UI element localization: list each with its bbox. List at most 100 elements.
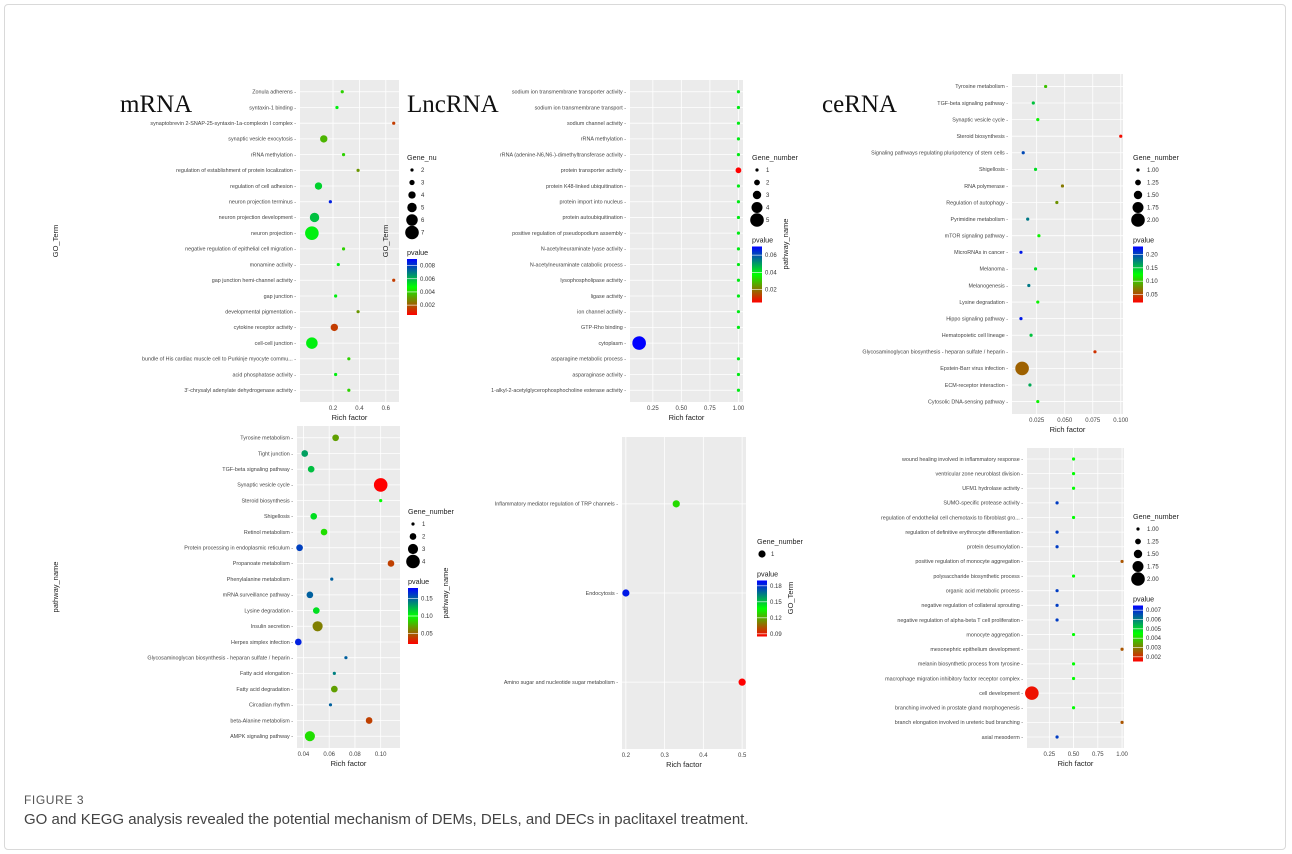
- size-legend-label: 6: [421, 218, 425, 224]
- data-point: [1015, 361, 1029, 376]
- color-legend-label: 0.09: [770, 632, 782, 638]
- x-tick-label: 0.6: [382, 406, 391, 412]
- size-legend-dot: [750, 213, 764, 227]
- color-legend-label: 0.002: [420, 303, 436, 309]
- y-tick-label: Hippo signaling pathway -: [946, 316, 1008, 322]
- data-point: [328, 703, 333, 707]
- y-tick-label: Shigellosis -: [264, 514, 293, 520]
- size-legend-label: 4: [766, 206, 770, 212]
- y-tick-label: regulation of endothelial cell chemotaxi…: [881, 515, 1023, 521]
- y-tick-label: synaptobrevin 2-SNAP-25-syntaxin-1a-comp…: [150, 121, 296, 127]
- y-tick-label: mRNA surveillance pathway -: [223, 593, 294, 599]
- x-tick-label: 0.10: [375, 752, 387, 758]
- x-tick-label: 0.08: [349, 752, 361, 758]
- y-tick-label: Steroid biosynthesis -: [956, 134, 1008, 140]
- size-legend-label: 2: [421, 168, 425, 174]
- plot-panel: [297, 426, 400, 748]
- color-legend-label: 0.04: [765, 270, 777, 276]
- color-legend-label: 0.15: [770, 600, 782, 606]
- data-point: [365, 717, 373, 724]
- y-tick-label: protein autoubiquitination -: [562, 215, 626, 221]
- y-tick-label: Fatty acid degradation -: [236, 687, 293, 693]
- y-tick-label: Fatty acid elongation -: [240, 671, 293, 677]
- y-tick-label: Lysine degradation -: [959, 300, 1008, 306]
- size-legend-label: 1: [771, 552, 775, 558]
- color-legend-label: 0.006: [420, 277, 436, 283]
- y-tick-label: rRNA (adenine-N6,N6-)-dimethyltransferas…: [500, 152, 626, 158]
- data-point: [1055, 530, 1059, 534]
- size-legend-dot: [1132, 561, 1144, 572]
- color-legend-title: pvalue: [752, 236, 773, 245]
- color-legend-bar: [407, 259, 417, 315]
- data-point: [347, 357, 351, 361]
- figure-caption: GO and KEGG analysis revealed the potent…: [24, 811, 749, 828]
- size-legend-title: Gene_number: [408, 507, 455, 516]
- size-legend-dot: [1136, 168, 1140, 172]
- color-legend-bar: [1133, 246, 1143, 303]
- size-legend-label: 4: [421, 193, 425, 199]
- y-tick-label: regulation of establishment of protein l…: [176, 168, 296, 174]
- data-point: [1036, 118, 1040, 122]
- y-tick-label: mesonephric epithelium development -: [930, 647, 1023, 653]
- y-tick-label: Tyrosine metabolism -: [955, 84, 1008, 90]
- y-tick-label: AMPK signaling pathway -: [230, 734, 293, 740]
- data-point: [736, 247, 741, 251]
- figure-label: FIGURE 3: [24, 793, 85, 807]
- size-legend-dot: [751, 202, 763, 213]
- size-legend-dot: [752, 190, 762, 200]
- size-legend-dot: [406, 214, 418, 226]
- y-tick-label: Synaptic vesicle cycle -: [237, 483, 293, 489]
- size-legend-dot: [409, 179, 415, 186]
- x-tick-label: 0.100: [1113, 418, 1129, 424]
- color-legend-title: pvalue: [408, 577, 429, 586]
- y-tick-label: mTOR signaling pathway -: [945, 234, 1009, 240]
- size-legend-dot: [758, 550, 766, 558]
- data-point: [1033, 167, 1038, 171]
- data-point: [1027, 283, 1031, 288]
- color-legend-label: 0.10: [1146, 279, 1158, 285]
- data-point: [1055, 200, 1059, 205]
- data-point: [1055, 618, 1059, 622]
- y-tick-label: protein transporter activity -: [561, 168, 627, 174]
- data-point: [340, 90, 344, 94]
- y-tick-label: synaptic vesicle exocytosis -: [228, 137, 296, 143]
- y-axis-title: pathway_name: [51, 562, 60, 613]
- data-point: [736, 262, 741, 267]
- y-tick-label: Signaling pathways regulating pluripoten…: [871, 151, 1008, 157]
- data-point: [336, 262, 340, 267]
- y-tick-label: Phenylalanine metabolism -: [227, 577, 293, 583]
- data-point: [320, 528, 328, 536]
- y-tick-label: cytokine receptor activity -: [234, 325, 297, 331]
- data-point: [1055, 603, 1059, 607]
- y-tick-label: asparagine metabolic process -: [551, 357, 626, 363]
- color-legend-title: pvalue: [407, 248, 428, 257]
- x-tick-label: 0.25: [647, 406, 659, 412]
- data-point: [341, 247, 346, 251]
- color-legend-title: pvalue: [757, 570, 778, 579]
- y-tick-label: Hematopoietic cell lineage -: [942, 333, 1008, 339]
- y-axis-title: pathway_name: [441, 568, 450, 619]
- y-tick-label: Glycosaminoglycan biosynthesis - heparan…: [862, 350, 1008, 356]
- size-legend-label: 2.00: [1147, 577, 1159, 583]
- color-legend-label: 0.18: [770, 584, 782, 590]
- y-tick-label: Insulin secretion -: [251, 624, 293, 630]
- x-tick-label: 0.3: [660, 753, 669, 759]
- data-point: [1120, 559, 1124, 564]
- size-legend-label: 5: [421, 206, 425, 212]
- plot-panel: [630, 80, 743, 402]
- y-tick-label: Herpes simplex infection -: [231, 640, 293, 646]
- y-tick-label: Amino sugar and nucleotide sugar metabol…: [504, 680, 618, 686]
- data-point: [738, 678, 746, 686]
- size-legend-dot: [1133, 549, 1143, 559]
- y-tick-label: negative regulation of epithelial cell m…: [185, 247, 296, 253]
- data-point: [306, 337, 318, 349]
- data-point: [296, 544, 303, 552]
- data-point: [310, 512, 318, 520]
- y-tick-label: Endocytosis -: [586, 591, 619, 597]
- y-tick-label: asparaginase activity -: [572, 372, 626, 378]
- size-legend-dot: [1133, 190, 1143, 200]
- color-legend-label: 0.007: [1146, 608, 1162, 614]
- size-legend-label: 1.25: [1147, 540, 1159, 546]
- size-legend-dot: [408, 191, 416, 199]
